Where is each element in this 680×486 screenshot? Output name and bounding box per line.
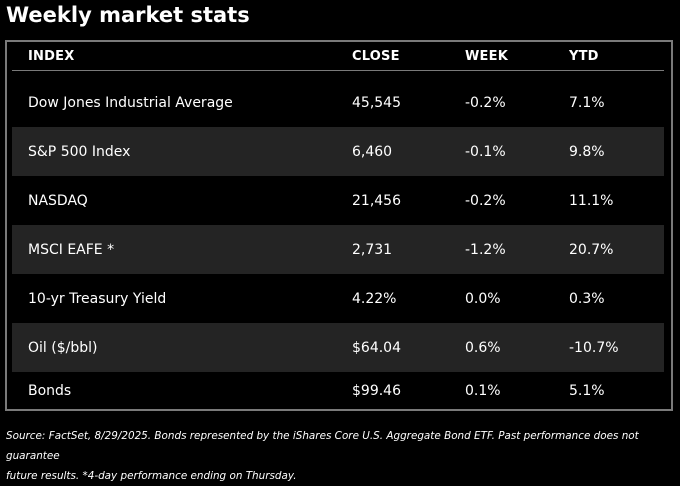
ytd-change: 11.1% xyxy=(569,192,614,209)
ytd-change: 9.8% xyxy=(569,143,605,160)
week-change: 0.1% xyxy=(465,382,501,399)
column-header-week: WEEK xyxy=(465,48,508,64)
ytd-change: -10.7% xyxy=(569,339,619,356)
week-change: -0.2% xyxy=(465,94,506,111)
page-title: Weekly market stats xyxy=(6,3,250,27)
table-row: NASDAQ 21,456 -0.2% 11.1% xyxy=(12,176,664,225)
table-row: S&P 500 Index 6,460 -0.1% 9.8% xyxy=(12,127,664,176)
week-change: -0.1% xyxy=(465,143,506,160)
index-name: Bonds xyxy=(28,382,72,399)
index-name: Oil ($/bbl) xyxy=(28,339,98,356)
week-change: 0.6% xyxy=(465,339,501,356)
close-value: $99.46 xyxy=(352,382,401,399)
table-row: Bonds $99.46 0.1% 5.1% xyxy=(12,372,664,409)
index-name: Dow Jones Industrial Average xyxy=(28,94,233,111)
week-change: 0.0% xyxy=(465,290,501,307)
week-change: -1.2% xyxy=(465,241,506,258)
ytd-change: 7.1% xyxy=(569,94,605,111)
week-change: -0.2% xyxy=(465,192,506,209)
table-row: 10-yr Treasury Yield 4.22% 0.0% 0.3% xyxy=(12,274,664,323)
column-header-close: CLOSE xyxy=(352,48,400,64)
table-header: INDEX CLOSE WEEK YTD xyxy=(12,42,664,71)
footnote-line: Source: FactSet, 8/29/2025. Bonds repres… xyxy=(6,430,639,462)
close-value: 4.22% xyxy=(352,290,397,307)
ytd-change: 0.3% xyxy=(569,290,605,307)
close-value: 45,545 xyxy=(352,94,401,111)
market-stats-table xyxy=(5,40,673,411)
column-header-index: INDEX xyxy=(28,48,75,64)
source-footnote: Source: FactSet, 8/29/2025. Bonds repres… xyxy=(6,426,674,486)
ytd-change: 20.7% xyxy=(569,241,614,258)
footnote-line: future results. *4-day performance endin… xyxy=(6,470,297,482)
close-value: 6,460 xyxy=(352,143,393,160)
table-row: Oil ($/bbl) $64.04 0.6% -10.7% xyxy=(12,323,664,372)
table-row: MSCI EAFE * 2,731 -1.2% 20.7% xyxy=(12,225,664,274)
close-value: 21,456 xyxy=(352,192,401,209)
ytd-change: 5.1% xyxy=(569,382,605,399)
close-value: 2,731 xyxy=(352,241,393,258)
column-header-ytd: YTD xyxy=(569,48,599,64)
index-name: S&P 500 Index xyxy=(28,143,131,160)
close-value: $64.04 xyxy=(352,339,401,356)
index-name: NASDAQ xyxy=(28,192,88,209)
index-name: MSCI EAFE * xyxy=(28,241,115,258)
index-name: 10-yr Treasury Yield xyxy=(28,290,167,307)
table-row: Dow Jones Industrial Average 45,545 -0.2… xyxy=(12,78,664,127)
